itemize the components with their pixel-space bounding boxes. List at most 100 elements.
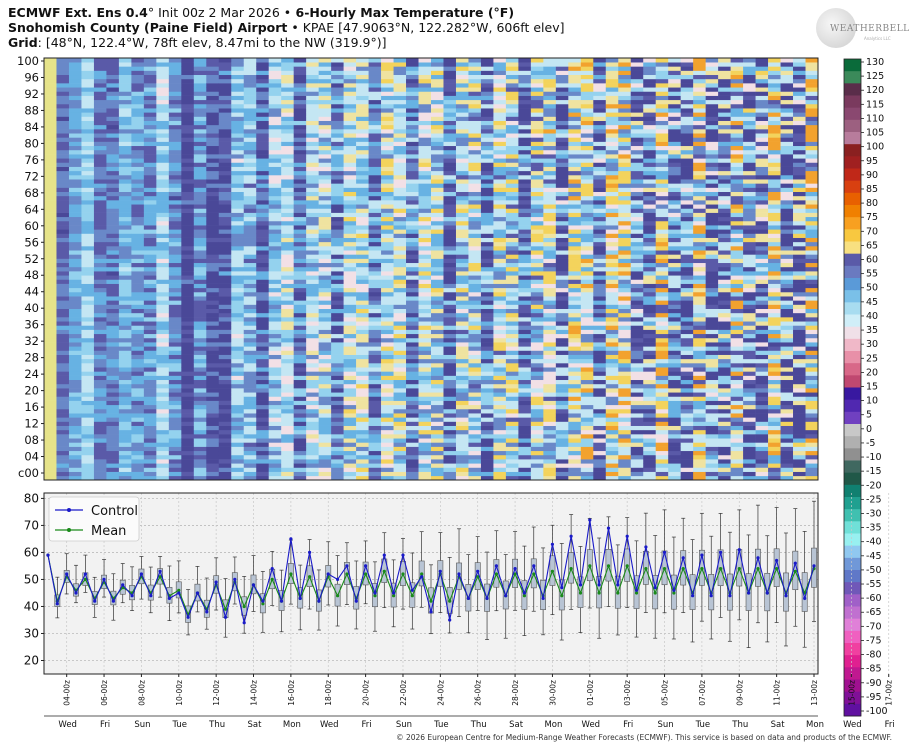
heatmap-cell — [256, 237, 270, 243]
heatmap-cell — [418, 158, 432, 163]
heatmap-cell — [643, 108, 657, 113]
heatmap-cell — [181, 216, 195, 222]
heatmap-cell — [143, 250, 157, 255]
heatmap-cell — [193, 454, 207, 460]
heatmap-cell — [393, 237, 407, 243]
heatmap-cell — [443, 103, 457, 109]
heatmap-cell — [93, 212, 107, 218]
heatmap-cell — [343, 379, 357, 385]
heatmap-cell — [44, 287, 57, 293]
heatmap-cell — [206, 275, 220, 280]
heatmap-cell — [256, 467, 270, 472]
heatmap-cell — [156, 212, 170, 218]
heatmap-cell — [231, 300, 245, 305]
heatmap-cell — [630, 174, 644, 180]
heatmap-cell — [131, 408, 145, 414]
heatmap-cell — [406, 421, 419, 426]
heatmap-cell — [81, 283, 95, 289]
heatmap-cell — [106, 174, 120, 180]
heatmap-cell — [605, 112, 619, 117]
heatmap-cell — [618, 291, 632, 297]
heatmap-cell — [605, 429, 619, 435]
heatmap-cell — [256, 442, 270, 447]
heatmap-cell — [293, 87, 307, 92]
heatmap-cell — [143, 438, 157, 443]
heatmap-cell — [168, 208, 182, 213]
heatmap-cell — [455, 95, 469, 101]
heatmap-cell — [431, 237, 444, 243]
heatmap-cell — [605, 158, 619, 163]
heatmap-cell — [593, 108, 607, 113]
heatmap-cell — [381, 450, 394, 456]
heatmap-cell — [44, 108, 57, 113]
heatmap-cell — [468, 166, 482, 172]
heatmap-cell — [518, 417, 532, 422]
heatmap-cell — [206, 162, 220, 167]
heatmap-cell — [505, 149, 519, 155]
heatmap-cell — [268, 300, 282, 305]
heatmap-cell — [393, 400, 407, 406]
heatmap-cell — [418, 262, 432, 268]
heatmap-cell — [543, 379, 557, 385]
heatmap-cell — [418, 325, 432, 330]
heatmap-cell — [518, 95, 532, 101]
heatmap-cell — [118, 333, 132, 339]
heatmap-cell — [293, 429, 307, 435]
heatmap-cell — [368, 271, 382, 276]
heatmap-cell — [231, 329, 245, 335]
heatmap-cell — [268, 262, 282, 268]
heatmap-cell — [306, 99, 319, 105]
heatmap-cell — [343, 103, 357, 109]
heatmap-cell — [505, 321, 519, 326]
heatmap-cell — [93, 200, 107, 205]
heatmap-cell — [393, 266, 407, 272]
heatmap-cell — [530, 116, 544, 121]
heatmap-cell — [81, 174, 95, 180]
heatmap-cell — [268, 325, 282, 330]
heatmap-cell — [530, 325, 544, 330]
logo-globe-icon — [816, 8, 856, 48]
heatmap-cell — [455, 137, 469, 142]
heatmap-cell — [81, 408, 95, 414]
heatmap-cell — [68, 463, 82, 468]
heatmap-cell — [418, 283, 432, 289]
heatmap-cell — [68, 367, 82, 372]
heatmap-cell — [518, 220, 532, 226]
heatmap-cell — [331, 463, 344, 468]
heatmap-cell — [480, 446, 494, 452]
heatmap-cell — [331, 237, 344, 243]
heatmap-cell — [231, 233, 245, 238]
heatmap-cell — [143, 454, 157, 460]
heatmap-cell — [44, 58, 57, 63]
heatmap-cell — [605, 191, 619, 197]
heatmap-cell — [406, 392, 419, 397]
heatmap-cell — [343, 459, 357, 464]
heatmap-cell — [81, 417, 95, 422]
heatmap-cell — [368, 91, 382, 96]
heatmap-cell — [168, 371, 182, 376]
heatmap-cell — [118, 400, 132, 406]
heatmap-cell — [218, 95, 232, 101]
heatmap-cell — [518, 158, 532, 163]
heatmap-cell — [618, 342, 632, 347]
heatmap-cell — [293, 95, 307, 101]
heatmap-cell — [455, 438, 469, 443]
chart-title: ECMWF Ext. Ens 0.4° Init 00z 2 Mar 2026 … — [8, 5, 514, 20]
heatmap-cell — [455, 162, 469, 167]
heatmap-cell — [518, 421, 532, 426]
heatmap-cell — [643, 350, 657, 355]
heatmap-cell — [368, 438, 382, 443]
heatmap-cell — [343, 475, 357, 481]
heatmap-cell — [468, 112, 482, 117]
heatmap-cell — [580, 271, 594, 276]
heatmap-cell — [655, 354, 669, 360]
heatmap-cell — [343, 329, 357, 335]
heatmap-cell — [643, 237, 657, 243]
heatmap-cell — [93, 137, 107, 142]
heatmap-cell — [181, 137, 195, 142]
heatmap-cell — [306, 200, 319, 205]
heatmap-cell — [543, 124, 557, 130]
heatmap-cell — [593, 266, 607, 272]
heatmap-cell — [530, 321, 544, 326]
heatmap-cell — [468, 271, 482, 276]
